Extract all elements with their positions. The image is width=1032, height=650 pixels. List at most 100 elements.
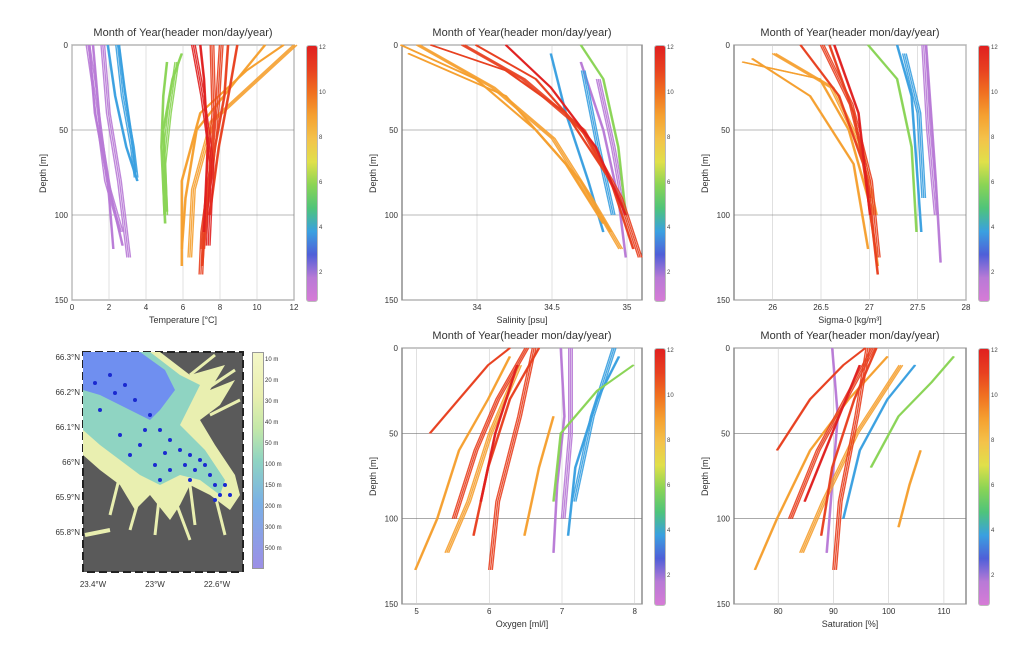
x-tick-label: 26.5 [813, 303, 829, 312]
colorbar-tick-label: 10 [667, 393, 674, 400]
profile-line-month-9 [897, 450, 921, 528]
profile-line-month-2 [89, 44, 124, 233]
profile-line-month-2 [921, 44, 936, 216]
month-colorbar [654, 348, 666, 606]
profile-line-month-12 [803, 364, 860, 502]
x-axis-label: Salinity [psu] [496, 315, 548, 325]
profile-line-month-4 [575, 347, 617, 502]
profile-line-month-9 [180, 44, 265, 250]
colorbar-tick-label: 6 [319, 179, 323, 186]
colorbar-tick-label: 8 [667, 134, 671, 141]
plot-area: 80 90 100 110 0 50 100 150 [717, 344, 967, 616]
y-tick-label: 100 [385, 211, 399, 220]
station-markers [93, 373, 232, 502]
x-tick-label: 8 [218, 303, 223, 312]
profile-line-month-2 [560, 348, 570, 519]
profile-line-month-11 [488, 347, 533, 570]
station-marker [148, 413, 152, 417]
y-tick-label: 50 [59, 126, 68, 135]
colorbar-tick-label: 6 [667, 483, 671, 490]
map-lon-tick: 22.6°W [204, 580, 231, 589]
profile-line-month-11 [464, 44, 643, 258]
colorbar-tick-label: 2 [319, 269, 323, 276]
y-axis-label: Depth [m] [368, 456, 378, 496]
chart-title: Month of Year(header mon/day/year) [760, 330, 940, 342]
profile-line-month-4 [106, 44, 138, 182]
map-lon-tick: 23.4°W [80, 580, 107, 589]
station-marker [118, 433, 122, 437]
colorbar-tick-label: 10 [667, 89, 674, 96]
chart-title: Month of Year(header mon/day/year) [93, 27, 273, 39]
x-tick-label: 4 [144, 303, 149, 312]
station-marker [158, 428, 162, 432]
y-tick-label: 150 [385, 296, 399, 305]
profile-line-month-2 [564, 348, 574, 519]
colorbar-tick-label: 12 [991, 348, 998, 354]
profile-line-month-12 [194, 44, 215, 246]
colorbar-tick-label: 6 [991, 179, 995, 186]
plot-area: 0 2 4 6 8 10 12 0 50 100 150 [55, 41, 299, 312]
y-tick-label: 0 [726, 344, 731, 353]
x-tick-label: 34 [473, 303, 482, 312]
profile-line-month-2 [597, 78, 626, 216]
map-panel: 66.3°N 66.2°N 66.1°N 66°N 65.9°N 65.8°N 23.4°… [40, 335, 282, 605]
colorbar-tick-label: 8 [991, 438, 995, 445]
profile-line-month-9 [523, 416, 554, 536]
x-tick-label: 6 [181, 303, 186, 312]
profile-line-month-4 [901, 53, 923, 199]
map-legend-label: 30 m [265, 399, 279, 405]
x-axis-label: Temperature [°C] [148, 315, 218, 325]
map-legend-label: 200 m [265, 504, 282, 510]
bathymetry-map: 66.3°N 66.2°N 66.1°N 66°N 65.9°N 65.8°N 23.4°… [55, 351, 244, 589]
profile-line-month-11 [474, 44, 623, 207]
profile-line-month-4 [573, 347, 615, 502]
profile-line-month-12 [504, 44, 626, 216]
y-tick-label: 150 [717, 600, 731, 609]
station-marker [213, 498, 217, 502]
profile-line-month-4 [117, 44, 136, 173]
profile-line-month-12 [192, 44, 213, 246]
profile-line-month-12 [833, 44, 871, 216]
profile-line-month-2 [579, 61, 626, 258]
profile-line-month-2 [102, 44, 130, 258]
profile-line-month-4 [895, 44, 922, 233]
month-colorbar [978, 45, 990, 302]
x-tick-label: 10 [253, 303, 262, 312]
map-depth-legend [252, 352, 264, 569]
chart-title: Month of Year(header mon/day/year) [760, 27, 940, 39]
x-tick-label: 27.5 [910, 303, 926, 312]
colorbar-tick-label: 8 [667, 438, 671, 445]
y-tick-label: 100 [385, 515, 399, 524]
profile-line-month-6 [552, 364, 634, 502]
x-tick-label: 6 [487, 607, 492, 616]
y-tick-label: 0 [64, 41, 69, 50]
profile-line-month-9 [407, 52, 604, 224]
profile-line-month-11 [835, 347, 871, 570]
station-marker [108, 373, 112, 377]
colorbar-tick-label: 12 [667, 348, 674, 354]
y-axis-label: Depth [m] [368, 153, 378, 193]
colorbar-tick-label: 12 [319, 45, 326, 51]
profile-line-month-9 [417, 44, 622, 250]
station-marker [203, 463, 207, 467]
profile-line-month-2 [923, 44, 937, 216]
station-marker [143, 428, 147, 432]
plot-area: 34 34.5 35 0 50 100 150 [385, 41, 643, 312]
station-marker [223, 483, 227, 487]
map-fjord-arms [108, 353, 241, 541]
colorbar-tick-label: 10 [991, 393, 998, 400]
y-tick-label: 100 [717, 211, 731, 220]
y-tick-label: 0 [394, 41, 399, 50]
map-lat-tick: 66.3°N [55, 353, 80, 362]
station-marker [138, 443, 142, 447]
colorbar-tick-label: 10 [319, 89, 326, 96]
map-water-deep [83, 352, 175, 420]
y-tick-label: 100 [55, 211, 69, 220]
station-marker [128, 453, 132, 457]
station-marker [168, 438, 172, 442]
chart-title: Month of Year(header mon/day/year) [432, 330, 612, 342]
profile-line-month-11 [489, 347, 535, 570]
x-tick-label: 0 [70, 303, 75, 312]
station-marker [153, 463, 157, 467]
x-tick-label: 28 [962, 303, 971, 312]
